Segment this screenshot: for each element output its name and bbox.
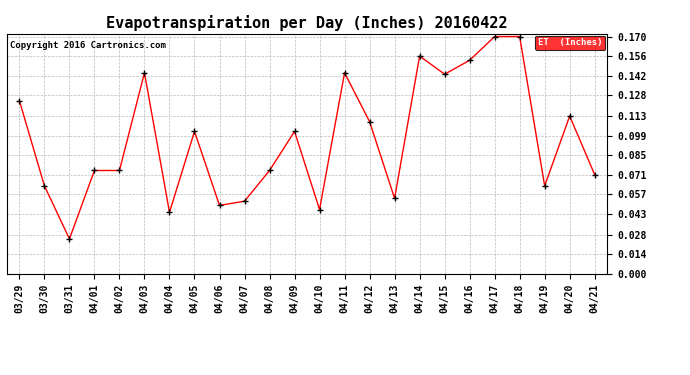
Title: Evapotranspiration per Day (Inches) 20160422: Evapotranspiration per Day (Inches) 2016… [106,15,508,31]
Legend: ET  (Inches): ET (Inches) [535,36,605,50]
Text: Copyright 2016 Cartronics.com: Copyright 2016 Cartronics.com [10,41,166,50]
